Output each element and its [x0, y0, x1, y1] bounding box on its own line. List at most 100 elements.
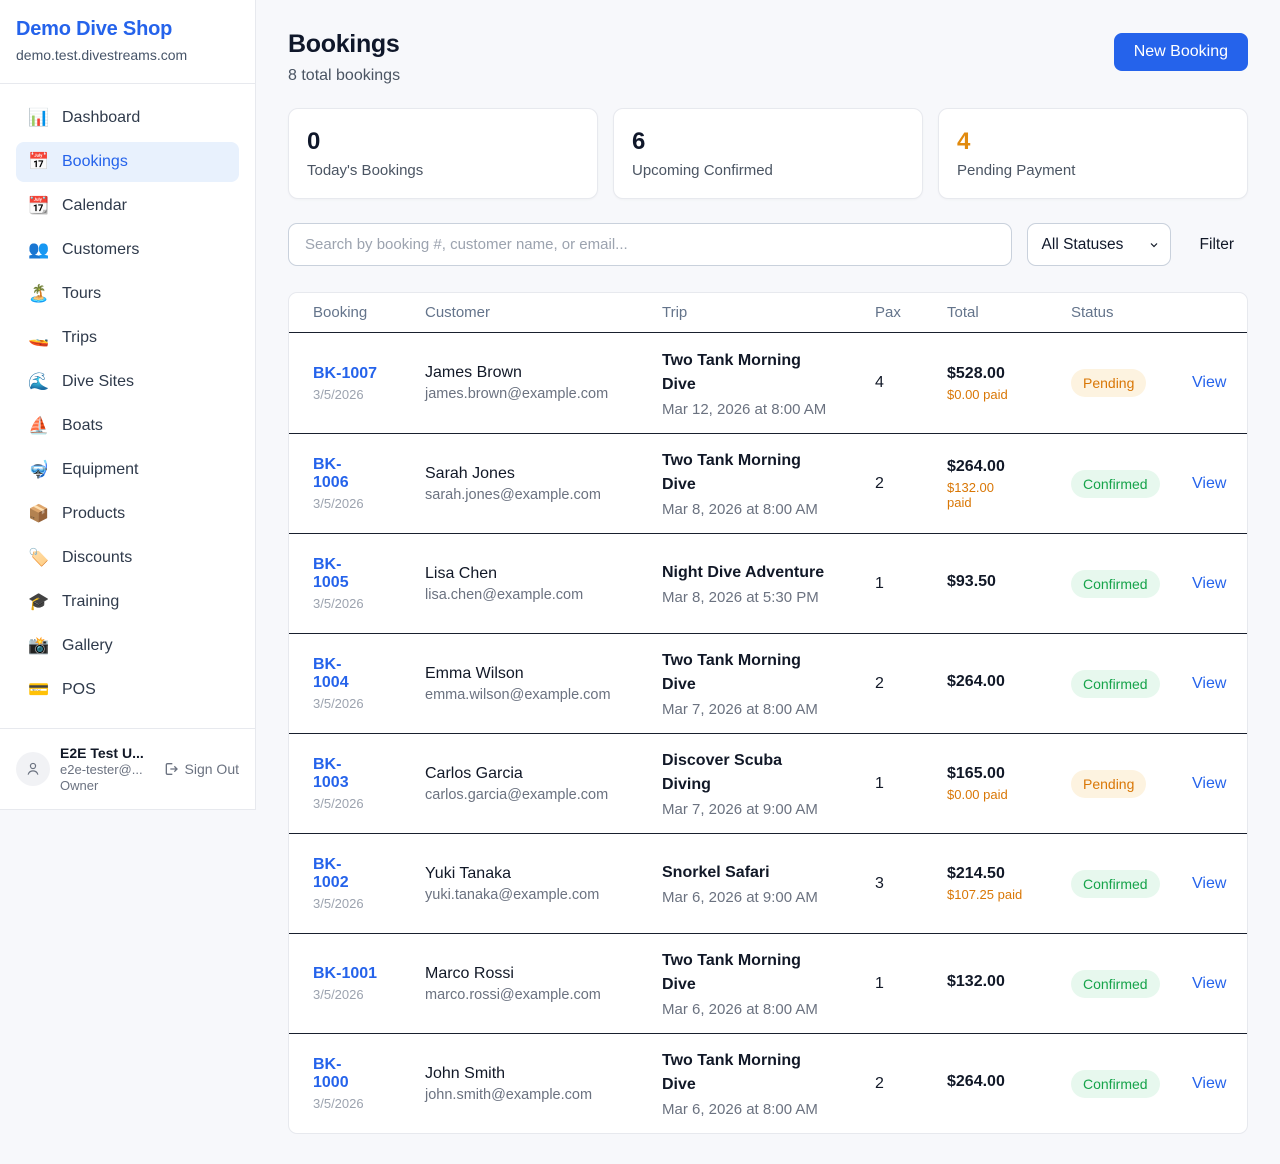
- sidebar-item-training[interactable]: 🎓 Training: [16, 582, 239, 622]
- customer-email: carlos.garcia@example.com: [425, 786, 609, 803]
- pax-count: 1: [875, 774, 884, 792]
- sidebar-item-label: POS: [62, 681, 96, 698]
- sidebar-item-label: Trips: [62, 329, 97, 346]
- paid-amount: $132.00 paid: [947, 479, 994, 510]
- booking-id-link[interactable]: BK- 1006: [313, 456, 349, 491]
- booking-id-link[interactable]: BK-1001: [313, 965, 378, 982]
- shop-domain: demo.test.divestreams.com: [16, 47, 188, 63]
- sidebar-item-label: Gallery: [62, 637, 113, 654]
- sidebar-item-boats[interactable]: ⛵ Boats: [16, 406, 239, 446]
- stat-label: Today's Bookings: [307, 162, 424, 179]
- camera-icon: 📸: [28, 636, 50, 655]
- table-row: BK-1001 3/5/2026 Marco Rossi marco.rossi…: [289, 933, 1247, 1033]
- stat-card-pending-payment: 4 Pending Payment: [938, 108, 1248, 199]
- sign-out-label: Sign Out: [184, 761, 239, 777]
- paid-amount: $0.00 paid: [947, 787, 1008, 802]
- trip-name: Snorkel Safari: [662, 864, 770, 881]
- view-link[interactable]: View: [1192, 1074, 1227, 1092]
- trip-datetime: Mar 7, 2026 at 9:00 AM: [662, 801, 818, 818]
- stat-label: Pending Payment: [957, 162, 1076, 179]
- view-link[interactable]: View: [1192, 774, 1227, 792]
- sidebar-item-dive-sites[interactable]: 🌊 Dive Sites: [16, 362, 239, 402]
- column-header-customer: Customer: [425, 304, 491, 321]
- sidebar-item-label: Tours: [62, 285, 102, 302]
- booking-id-link[interactable]: BK- 1004: [313, 656, 349, 691]
- view-link[interactable]: View: [1192, 574, 1227, 592]
- customer-name: Carlos Garcia: [425, 764, 523, 782]
- trip-name: Two Tank Morning Dive: [662, 652, 801, 693]
- sidebar-item-products[interactable]: 📦 Products: [16, 494, 239, 534]
- search-input[interactable]: [288, 223, 1012, 266]
- customer-email: john.smith@example.com: [425, 1086, 593, 1103]
- shop-name[interactable]: Demo Dive Shop: [16, 18, 173, 40]
- column-header-status: Status: [1071, 304, 1114, 321]
- user-email: e2e-tester@...: [60, 762, 143, 777]
- booking-id-link[interactable]: BK- 1005: [313, 556, 349, 591]
- view-link[interactable]: View: [1192, 374, 1227, 391]
- sidebar-item-label: Equipment: [62, 461, 139, 478]
- sidebar-item-dashboard[interactable]: 📊 Dashboard: [16, 98, 239, 138]
- booking-id-link[interactable]: BK-1007: [313, 364, 378, 382]
- sidebar-item-trips[interactable]: 🚤 Trips: [16, 318, 239, 358]
- sidebar-item-equipment[interactable]: 🤿 Equipment: [16, 450, 239, 490]
- trip-name: Two Tank Morning Dive: [662, 351, 801, 393]
- sidebar-item-discounts[interactable]: 🏷️ Discounts: [16, 538, 239, 578]
- customer-name: John Smith: [425, 1064, 506, 1082]
- sign-out-button[interactable]: Sign Out: [163, 761, 239, 777]
- sidebar-item-label: Dive Sites: [62, 373, 135, 390]
- filter-button[interactable]: Filter: [1186, 236, 1248, 254]
- sidebar-nav: 📊 Dashboard 📅 Bookings 📆 Calendar 👥 Cust…: [0, 84, 255, 728]
- sidebar-item-label: Training: [62, 593, 120, 610]
- new-booking-button[interactable]: New Booking: [1113, 33, 1248, 71]
- view-link[interactable]: View: [1192, 674, 1227, 692]
- customer-name: Marco Rossi: [425, 964, 514, 982]
- total-amount: $264.00: [947, 672, 1005, 690]
- status-select[interactable]: All Statuses: [1026, 223, 1171, 266]
- main-content: Bookings 8 total bookings New Booking 0 …: [256, 0, 1280, 1164]
- view-link[interactable]: View: [1192, 874, 1227, 892]
- booking-id-link[interactable]: BK- 1002: [313, 856, 349, 891]
- booking-id-link[interactable]: BK- 1003: [313, 756, 349, 791]
- sidebar-item-gallery[interactable]: 📸 Gallery: [16, 626, 239, 666]
- booking-date: 3/5/2026: [313, 386, 364, 402]
- trip-name: Two Tank Morning Dive: [662, 952, 801, 993]
- view-link[interactable]: View: [1192, 974, 1227, 992]
- status-badge: Confirmed: [1071, 469, 1160, 498]
- trip-name: Two Tank Morning Dive: [662, 1052, 801, 1093]
- status-badge: Confirmed: [1071, 969, 1160, 998]
- sidebar-item-label: Dashboard: [62, 109, 141, 126]
- page-title: Bookings: [288, 30, 400, 58]
- sidebar-item-bookings[interactable]: 📅 Bookings: [16, 142, 239, 182]
- trip-datetime: Mar 6, 2026 at 9:00 AM: [662, 889, 818, 906]
- view-link[interactable]: View: [1192, 474, 1227, 492]
- booking-date: 3/5/2026: [313, 796, 364, 811]
- trip-datetime: Mar 7, 2026 at 8:00 AM: [662, 701, 818, 718]
- total-amount: $132.00: [947, 972, 1005, 990]
- sidebar: Demo Dive Shop demo.test.divestreams.com…: [0, 0, 256, 810]
- status-badge: Pending: [1071, 369, 1147, 397]
- column-header-booking: Booking: [313, 304, 368, 321]
- pax-count: 3: [875, 874, 884, 892]
- speedboat-icon: 🚤: [28, 328, 50, 347]
- sidebar-item-tours[interactable]: 🏝️ Tours: [16, 274, 239, 314]
- customer-email: sarah.jones@example.com: [425, 486, 601, 503]
- column-header-total: Total: [947, 304, 979, 321]
- pax-count: 2: [875, 674, 884, 692]
- booking-date: 3/5/2026: [313, 1096, 364, 1111]
- island-icon: 🏝️: [28, 284, 50, 303]
- booking-id-link[interactable]: BK- 1000: [313, 1056, 349, 1091]
- trip-datetime: Mar 8, 2026 at 5:30 PM: [662, 589, 819, 606]
- stats-cards: 0 Today's Bookings 6 Upcoming Confirmed …: [288, 108, 1248, 199]
- table-row: BK- 1002 3/5/2026 Yuki Tanaka yuki.tanak…: [289, 833, 1247, 933]
- sidebar-item-customers[interactable]: 👥 Customers: [16, 230, 239, 270]
- pax-count: 2: [875, 1074, 884, 1092]
- sidebar-item-calendar[interactable]: 📆 Calendar: [16, 186, 239, 226]
- stat-value: 0: [307, 128, 321, 155]
- customer-name: Sarah Jones: [425, 464, 515, 482]
- column-header-pax: Pax: [875, 304, 901, 321]
- trip-datetime: Mar 6, 2026 at 8:00 AM: [662, 1101, 818, 1118]
- customer-email: emma.wilson@example.com: [425, 686, 611, 703]
- sidebar-item-pos[interactable]: 💳 POS: [16, 670, 239, 710]
- user-box: E2E Test U... e2e-tester@... Owner Sign …: [0, 728, 255, 809]
- page-header: Bookings 8 total bookings New Booking: [288, 30, 1248, 85]
